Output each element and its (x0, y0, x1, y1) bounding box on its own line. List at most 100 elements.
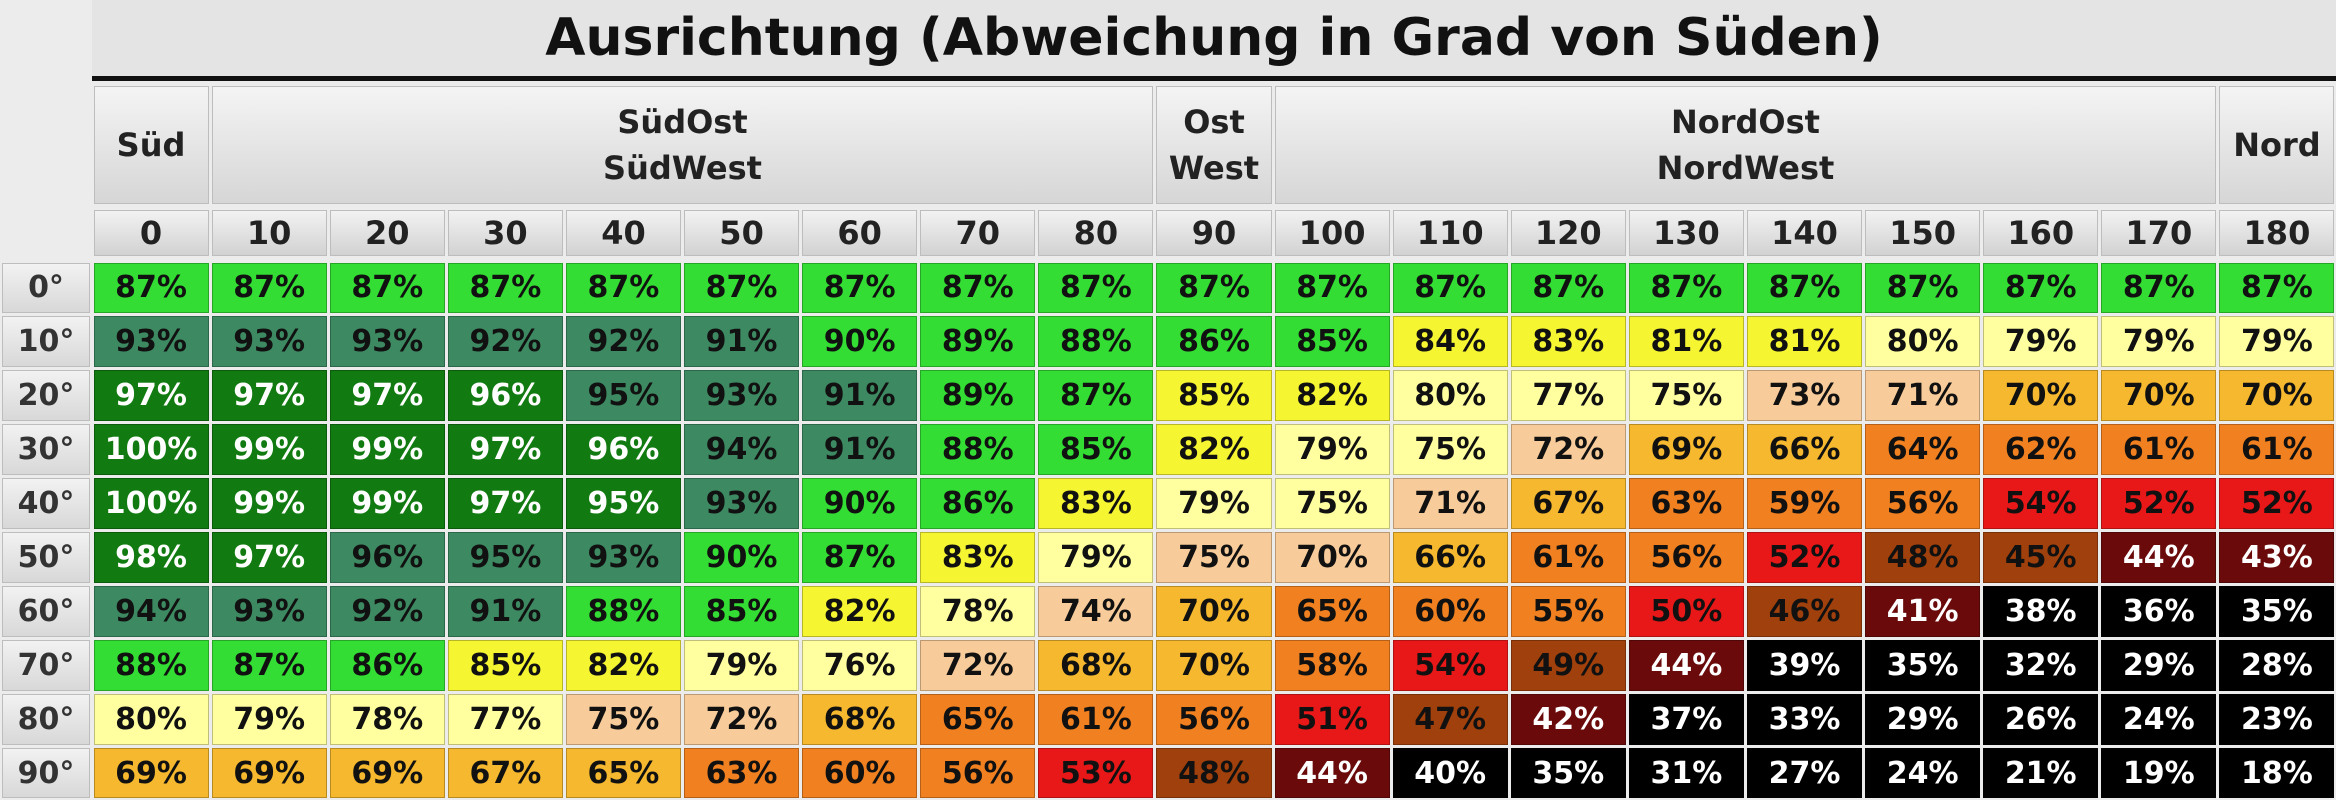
row-header: 50° (2, 532, 90, 583)
yield-cell: 87% (1628, 262, 1744, 314)
column-header: 20 (329, 210, 445, 256)
yield-cell: 76% (802, 639, 918, 691)
group-label: West (1168, 149, 1260, 187)
column-header: 110 (1392, 210, 1508, 256)
yield-cell: 93% (211, 585, 327, 637)
yield-cell: 44% (2101, 532, 2217, 583)
yield-cell: 87% (329, 262, 445, 314)
yield-cell: 45% (1983, 532, 2099, 583)
yield-cell: 68% (1038, 639, 1154, 691)
yield-cell: 87% (1274, 262, 1390, 314)
yield-cell: 92% (329, 585, 445, 637)
yield-cell: 38% (1983, 585, 2099, 637)
column-header: 90 (1156, 210, 1272, 256)
row-header: 90° (2, 747, 90, 799)
yield-cell: 89% (920, 316, 1036, 368)
group-header: Nord (2219, 86, 2335, 204)
yield-cell: 82% (565, 639, 681, 691)
yield-cell: 70% (1274, 532, 1390, 583)
row-header: 60° (2, 585, 90, 637)
yield-cell: 77% (447, 693, 563, 745)
yield-cell: 23% (2219, 693, 2335, 745)
yield-cell: 79% (211, 693, 327, 745)
yield-cell: 85% (1156, 370, 1272, 422)
yield-cell: 18% (2219, 747, 2335, 799)
column-header: 100 (1274, 210, 1390, 256)
yield-cell: 24% (2101, 693, 2217, 745)
column-header: 120 (1510, 210, 1626, 256)
column-header: 40 (565, 210, 681, 256)
yield-cell: 87% (1392, 262, 1508, 314)
yield-cell: 87% (1156, 262, 1272, 314)
yield-cell: 51% (1274, 693, 1390, 745)
yield-cell: 50% (1628, 585, 1744, 637)
yield-cell: 65% (1274, 585, 1390, 637)
column-header: 60 (802, 210, 918, 256)
yield-cell: 89% (920, 370, 1036, 422)
yield-cell: 82% (1274, 370, 1390, 422)
yield-cell: 79% (1038, 532, 1154, 583)
yield-cell: 85% (447, 639, 563, 691)
yield-cell: 78% (329, 693, 445, 745)
yield-cell: 75% (565, 693, 681, 745)
yield-cell: 87% (2101, 262, 2217, 314)
column-header: 130 (1628, 210, 1744, 256)
yield-cell: 75% (1156, 532, 1272, 583)
yield-cell: 87% (684, 262, 800, 314)
yield-cell: 90% (684, 532, 800, 583)
yield-cell: 32% (1983, 639, 2099, 691)
yield-cell: 67% (447, 747, 563, 799)
yield-cell: 54% (1392, 639, 1508, 691)
yield-cell: 75% (1392, 424, 1508, 476)
yield-cell: 87% (211, 262, 327, 314)
group-label: SüdWest (603, 149, 762, 187)
yield-cell: 87% (1510, 262, 1626, 314)
yield-cell: 65% (565, 747, 681, 799)
yield-cell: 75% (1628, 370, 1744, 422)
yield-cell: 70% (2101, 370, 2217, 422)
yield-cell: 94% (93, 585, 209, 637)
yield-cell: 21% (1983, 747, 2099, 799)
yield-cell: 81% (1746, 316, 1863, 368)
table-title: Ausrichtung (Abweichung in Grad von Süde… (92, 0, 2336, 76)
yield-cell: 87% (211, 639, 327, 691)
yield-cell: 67% (1510, 478, 1626, 529)
yield-cell: 87% (802, 532, 918, 583)
yield-cell: 87% (920, 262, 1036, 314)
row-header: 10° (2, 316, 90, 368)
yield-cell: 61% (2101, 424, 2217, 476)
yield-cell: 35% (1510, 747, 1626, 799)
yield-cell: 72% (684, 693, 800, 745)
yield-cell: 87% (1038, 370, 1154, 422)
yield-cell: 44% (1274, 747, 1390, 799)
yield-cell: 61% (1510, 532, 1626, 583)
yield-cell: 65% (920, 693, 1036, 745)
yield-cell: 87% (802, 262, 918, 314)
yield-cell: 82% (802, 585, 918, 637)
yield-cell: 97% (211, 370, 327, 422)
yield-cell: 48% (1156, 747, 1272, 799)
yield-cell: 52% (2219, 478, 2335, 529)
yield-cell: 96% (329, 532, 445, 583)
yield-cell: 87% (1038, 262, 1154, 314)
yield-cell: 81% (1628, 316, 1744, 368)
yield-cell: 29% (1865, 693, 1981, 745)
group-label: NordWest (1656, 149, 1835, 187)
yield-cell: 72% (1510, 424, 1626, 476)
yield-cell: 58% (1274, 639, 1390, 691)
yield-cell: 93% (93, 316, 209, 368)
group-header: Ost West (1156, 86, 1272, 204)
yield-cell: 69% (211, 747, 327, 799)
yield-cell: 82% (1156, 424, 1272, 476)
row-header: 0° (2, 262, 90, 314)
yield-cell: 99% (329, 424, 445, 476)
yield-cell: 87% (1746, 262, 1863, 314)
yield-cell: 70% (1156, 639, 1272, 691)
group-label: NordOst (1670, 103, 1820, 141)
yield-cell: 83% (920, 532, 1036, 583)
yield-cell: 64% (1865, 424, 1981, 476)
yield-cell: 37% (1628, 693, 1744, 745)
yield-cell: 74% (1038, 585, 1154, 637)
yield-cell: 68% (802, 693, 918, 745)
